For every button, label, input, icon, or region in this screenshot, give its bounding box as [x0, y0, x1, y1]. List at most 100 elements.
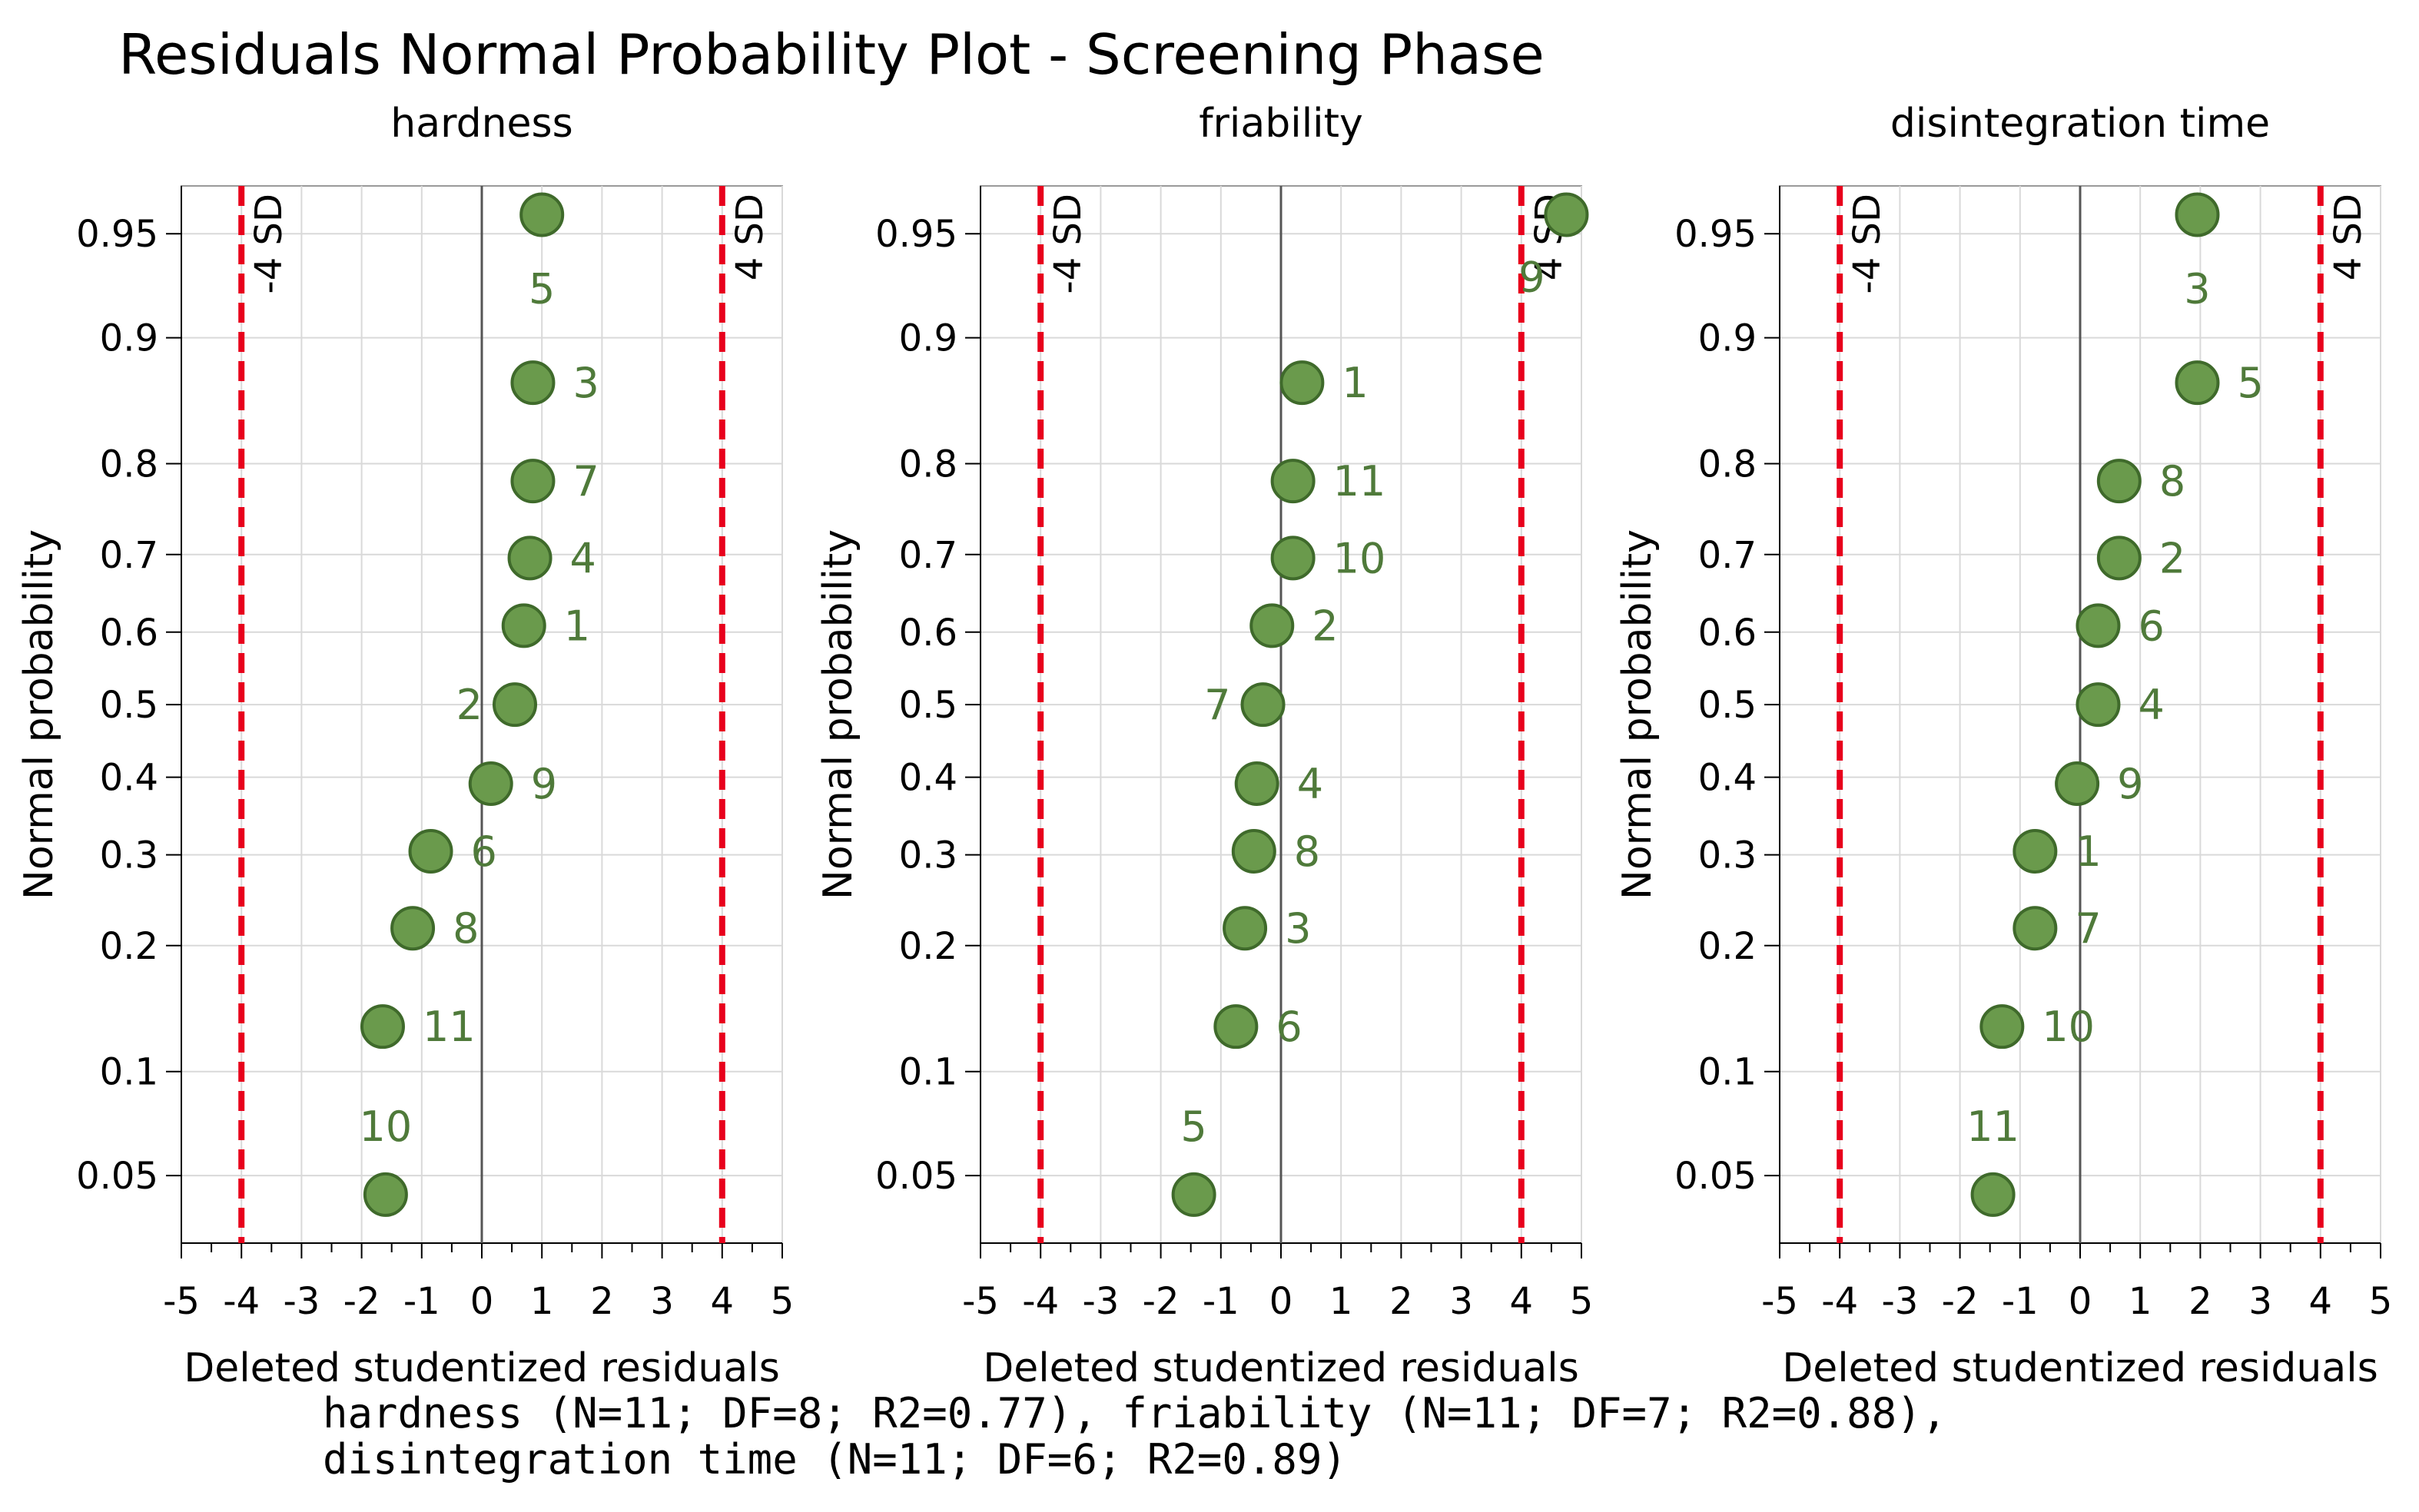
y-tick-label: 0.2 — [1698, 925, 1757, 968]
data-point-label: 11 — [1966, 1102, 2019, 1151]
y-tick-label: 0.95 — [76, 213, 158, 256]
x-tick-label: -1 — [1203, 1280, 1239, 1323]
y-tick-label: 0.7 — [100, 534, 158, 577]
x-tick-label: -3 — [1881, 1280, 1918, 1323]
data-point-label: 7 — [1204, 681, 1230, 729]
x-tick-label: 2 — [590, 1280, 614, 1323]
data-point — [1213, 1004, 1259, 1049]
sd-limit-label: -4 SD — [1846, 194, 1889, 294]
y-tick-label: 0.1 — [100, 1051, 158, 1094]
data-point — [2055, 761, 2100, 806]
data-point — [468, 761, 513, 806]
x-tick-label: 2 — [2188, 1280, 2212, 1323]
data-point — [390, 906, 436, 951]
data-point — [2096, 536, 2142, 581]
y-tick-label: 0.8 — [899, 443, 957, 486]
y-tick-label: 0.8 — [100, 443, 158, 486]
x-tick-label: 3 — [2248, 1280, 2272, 1323]
y-tick-label: 0.4 — [899, 757, 957, 800]
x-tick-label: 1 — [2129, 1280, 2152, 1323]
x-tick-label: 4 — [1510, 1280, 1534, 1323]
data-point-label: 11 — [1333, 457, 1386, 506]
data-point-label: 4 — [2138, 681, 2164, 729]
y-tick-label: 0.95 — [1674, 213, 1757, 256]
data-point — [510, 360, 556, 406]
panel-friability: friability-5 -4 -3 -2 -1 0 1 2 3 4 50.050.10.20.30… — [815, 101, 1593, 1391]
data-point — [519, 192, 565, 237]
x-tick-label: -2 — [1143, 1280, 1180, 1323]
x-tick-label: -5 — [163, 1280, 200, 1323]
data-point — [1231, 828, 1276, 874]
data-point — [507, 536, 552, 581]
panel-title: disintegration time — [1890, 101, 2270, 147]
data-point-label: 2 — [2159, 534, 2185, 582]
x-tick-label: 0 — [1269, 1280, 1293, 1323]
data-point-label: 5 — [2237, 359, 2263, 407]
y-tick-label: 0.9 — [899, 317, 957, 360]
panel-disintegration-time: disintegration time-5 -4 -3 -2 -1 0 1 2 3 4 50.050… — [1614, 101, 2392, 1391]
y-tick-label: 0.3 — [899, 834, 957, 877]
y-tick-label: 0.6 — [100, 612, 158, 655]
y-tick-label: 0.3 — [1698, 834, 1757, 877]
x-tick-label: 4 — [2309, 1280, 2333, 1323]
footnote-line-2: disintegration time (N=11; DF=6; R2=0.89… — [323, 1435, 1347, 1484]
x-tick-label: -3 — [283, 1280, 320, 1323]
y-tick-label: 0.7 — [1698, 534, 1757, 577]
sd-limit-label: 4 SD — [728, 194, 771, 280]
y-tick-label: 0.2 — [100, 925, 158, 968]
x-axis-title: Deleted studentized residuals — [1782, 1345, 2378, 1391]
sd-limit-label: -4 SD — [247, 194, 290, 294]
x-tick-label: 5 — [771, 1280, 795, 1323]
x-tick-label: -4 — [1821, 1280, 1858, 1323]
data-point-label: 8 — [453, 904, 479, 953]
x-axis-title: Deleted studentized residuals — [983, 1345, 1579, 1391]
y-tick-label: 0.5 — [1698, 684, 1757, 727]
data-point — [1970, 1172, 2016, 1217]
data-point-label: 6 — [2138, 602, 2164, 650]
data-point — [1240, 682, 1286, 728]
data-point-label: 3 — [572, 359, 599, 407]
data-point-label: 1 — [2075, 827, 2101, 876]
y-tick-label: 0.4 — [100, 757, 158, 800]
x-tick-label: -5 — [1761, 1280, 1798, 1323]
chart-title: Residuals Normal Probability Plot - Scre… — [118, 22, 1545, 87]
x-tick-label: -4 — [1022, 1280, 1059, 1323]
data-point — [360, 1004, 405, 1049]
y-tick-label: 0.3 — [100, 834, 158, 877]
y-tick-label: 0.05 — [76, 1155, 158, 1198]
y-tick-label: 0.8 — [1698, 443, 1757, 486]
y-tick-label: 0.2 — [899, 925, 957, 968]
y-axis-title: Normal probability — [16, 529, 62, 900]
data-point-label: 1 — [1342, 359, 1368, 407]
y-tick-label: 0.4 — [1698, 757, 1757, 800]
data-point — [1249, 603, 1295, 648]
data-point — [493, 682, 538, 728]
x-tick-label: 2 — [1389, 1280, 1413, 1323]
x-tick-label: 1 — [1329, 1280, 1353, 1323]
y-tick-label: 0.95 — [875, 213, 957, 256]
y-tick-label: 0.05 — [875, 1155, 957, 1198]
data-point — [2076, 603, 2121, 648]
x-tick-label: 1 — [530, 1280, 554, 1323]
footnote-line-1: hardness (N=11; DF=8; R2=0.77), friabili… — [323, 1389, 1946, 1437]
x-tick-label: -2 — [343, 1280, 380, 1323]
panel-title: hardness — [390, 101, 572, 147]
data-point — [2096, 459, 2142, 504]
y-tick-label: 0.9 — [100, 317, 158, 360]
data-point — [1279, 360, 1325, 406]
data-point-label: 8 — [2159, 457, 2185, 506]
y-tick-label: 0.05 — [1674, 1155, 1757, 1198]
x-tick-label: 0 — [2069, 1280, 2092, 1323]
data-point — [363, 1172, 408, 1217]
data-point — [2013, 828, 2058, 874]
x-tick-label: 3 — [650, 1280, 674, 1323]
y-tick-label: 0.6 — [899, 612, 957, 655]
data-point-label: 11 — [423, 1003, 476, 1051]
x-axis-title: Deleted studentized residuals — [184, 1345, 780, 1391]
y-tick-label: 0.7 — [899, 534, 957, 577]
y-axis-title: Normal probability — [1614, 529, 1661, 900]
data-point-label: 4 — [1297, 760, 1323, 808]
x-tick-label: -4 — [223, 1280, 260, 1323]
x-tick-label: 5 — [2369, 1280, 2393, 1323]
